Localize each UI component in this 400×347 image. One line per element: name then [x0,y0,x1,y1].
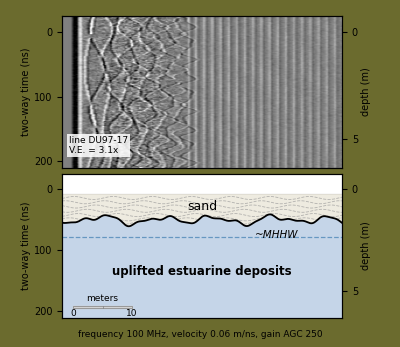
Bar [73,306,132,308]
Y-axis label: depth (m): depth (m) [361,221,371,270]
Text: line DU97-17
V.E. = 3.1x: line DU97-17 V.E. = 3.1x [69,136,128,155]
Y-axis label: depth (m): depth (m) [361,67,371,116]
Text: uplifted estuarine deposits: uplifted estuarine deposits [112,265,292,278]
Text: ~MHHW: ~MHHW [255,230,299,239]
Y-axis label: two-way time (ns): two-way time (ns) [21,48,31,136]
Text: sand: sand [187,200,217,213]
Y-axis label: two-way time (ns): two-way time (ns) [21,202,31,290]
Text: meters: meters [87,294,119,303]
Text: 0: 0 [70,309,76,318]
Text: 10: 10 [126,309,138,318]
Text: frequency 100 MHz, velocity 0.06 m/ns, gain AGC 250: frequency 100 MHz, velocity 0.06 m/ns, g… [78,330,322,339]
